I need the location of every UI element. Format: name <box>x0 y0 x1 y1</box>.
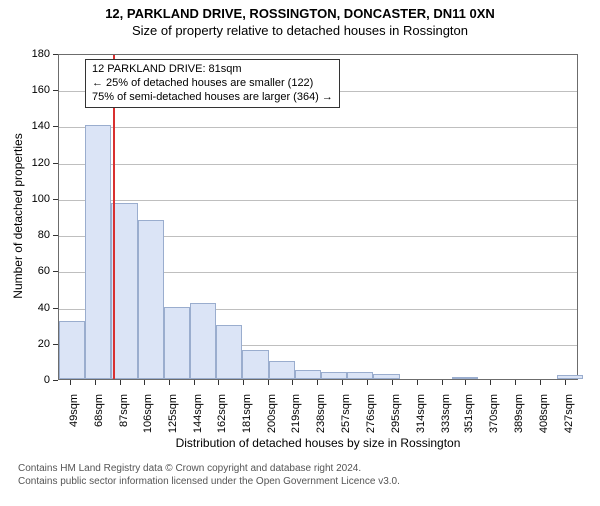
histogram-bar <box>164 307 190 379</box>
x-tick-label: 162sqm <box>216 394 228 433</box>
histogram-bar <box>452 377 478 379</box>
x-tick-label: 295sqm <box>390 394 402 433</box>
x-tick-mark <box>218 380 219 385</box>
x-tick-mark <box>342 380 343 385</box>
x-tick-label: 333sqm <box>440 394 452 433</box>
histogram-bar <box>557 375 583 379</box>
property-annotation: 12 PARKLAND DRIVE: 81sqm ← 25% of detach… <box>85 59 340 108</box>
histogram-bar <box>242 350 268 379</box>
x-tick-mark <box>367 380 368 385</box>
x-tick-mark <box>392 380 393 385</box>
x-tick-mark <box>144 380 145 385</box>
x-tick-mark <box>292 380 293 385</box>
gridline <box>59 200 577 201</box>
histogram-bar <box>321 372 347 379</box>
x-tick-mark <box>194 380 195 385</box>
x-tick-label: 144sqm <box>192 394 204 433</box>
histogram-bar <box>59 321 85 379</box>
footer-line-2: Contains public sector information licen… <box>18 475 400 488</box>
x-tick-label: 181sqm <box>241 394 253 433</box>
page-title: 12, PARKLAND DRIVE, ROSSINGTON, DONCASTE… <box>0 6 600 21</box>
x-tick-label: 389sqm <box>513 394 525 433</box>
y-tick-label: 160 <box>20 84 50 96</box>
x-tick-label: 200sqm <box>266 394 278 433</box>
x-tick-label: 257sqm <box>340 394 352 433</box>
y-tick-label: 20 <box>20 338 50 350</box>
histogram-bar <box>269 361 295 379</box>
x-tick-label: 238sqm <box>315 394 327 433</box>
x-tick-mark <box>169 380 170 385</box>
histogram-bar <box>85 125 111 379</box>
annotation-line-3: 75% of semi-detached houses are larger (… <box>92 91 333 105</box>
x-tick-mark <box>95 380 96 385</box>
x-tick-label: 276sqm <box>365 394 377 433</box>
annotation-line-2: ← 25% of detached houses are smaller (12… <box>92 77 333 91</box>
x-tick-label: 68sqm <box>93 394 105 427</box>
footer-attribution: Contains HM Land Registry data © Crown c… <box>18 462 400 488</box>
histogram-bar <box>373 374 399 379</box>
x-tick-mark <box>565 380 566 385</box>
y-tick-label: 180 <box>20 48 50 60</box>
annotation-line-1: 12 PARKLAND DRIVE: 81sqm <box>92 63 333 77</box>
x-tick-mark <box>317 380 318 385</box>
x-tick-mark <box>243 380 244 385</box>
histogram-bar <box>138 220 164 379</box>
x-tick-label: 87sqm <box>118 394 130 427</box>
x-tick-label: 408sqm <box>538 394 550 433</box>
x-tick-label: 314sqm <box>415 394 427 433</box>
x-tick-mark <box>442 380 443 385</box>
x-tick-mark <box>490 380 491 385</box>
x-tick-label: 219sqm <box>290 394 302 433</box>
x-tick-mark <box>465 380 466 385</box>
x-tick-label: 49sqm <box>68 394 80 427</box>
x-axis-label: Distribution of detached houses by size … <box>58 436 578 450</box>
histogram-bar <box>347 372 373 379</box>
x-tick-label: 125sqm <box>167 394 179 433</box>
gridline <box>59 164 577 165</box>
gridline <box>59 127 577 128</box>
x-tick-label: 427sqm <box>563 394 575 433</box>
x-tick-mark <box>120 380 121 385</box>
x-tick-label: 370sqm <box>488 394 500 433</box>
x-tick-mark <box>417 380 418 385</box>
x-tick-mark <box>70 380 71 385</box>
histogram-bar <box>190 303 216 379</box>
page-subtitle: Size of property relative to detached ho… <box>0 23 600 38</box>
histogram-bar <box>216 325 242 379</box>
x-tick-mark <box>268 380 269 385</box>
x-tick-mark <box>515 380 516 385</box>
x-tick-label: 106sqm <box>142 394 154 433</box>
histogram-bar <box>295 370 321 379</box>
y-axis-label: Number of detached properties <box>11 116 25 316</box>
footer-line-1: Contains HM Land Registry data © Crown c… <box>18 462 400 475</box>
y-tick-label: 0 <box>20 374 50 386</box>
y-tick-mark <box>53 380 58 381</box>
x-tick-mark <box>540 380 541 385</box>
x-tick-label: 351sqm <box>463 394 475 433</box>
histogram-bar <box>111 203 137 379</box>
